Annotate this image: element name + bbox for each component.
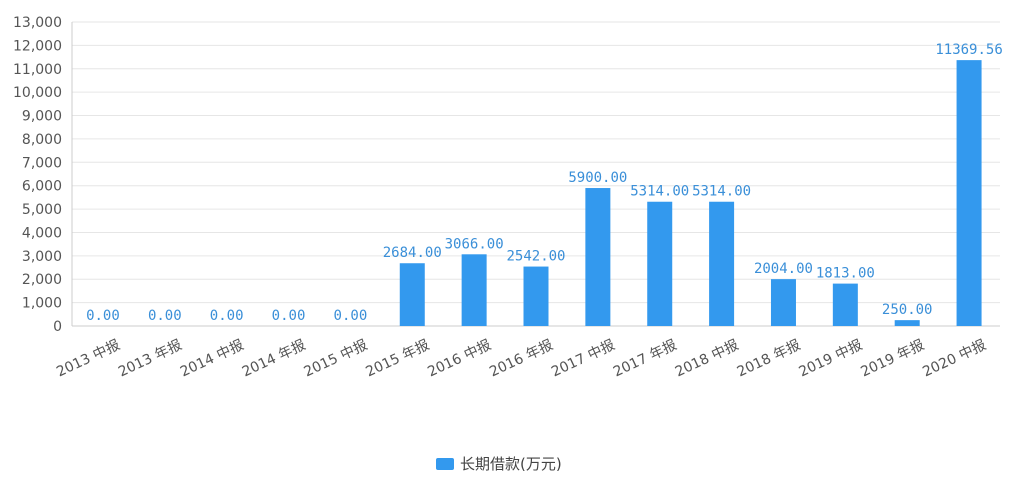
bars: [399, 60, 982, 327]
x-tick-label: 2016 年报: [487, 337, 555, 380]
x-tick-label: 2013 年报: [116, 337, 184, 380]
data-label: 1813.00: [816, 266, 875, 282]
data-label: 0.00: [210, 308, 244, 324]
y-tick-label: 5,000: [22, 202, 62, 218]
x-tick-label: 2014 中报: [178, 337, 246, 380]
bar[interactable]: [956, 60, 982, 327]
y-tick-label: 0: [53, 319, 62, 335]
data-label: 2684.00: [383, 245, 442, 261]
y-tick-label: 12,000: [13, 38, 62, 54]
bar[interactable]: [585, 188, 611, 326]
data-label: 250.00: [882, 302, 933, 318]
y-tick-label: 11,000: [13, 62, 62, 78]
bar[interactable]: [894, 320, 920, 326]
y-tick-label: 7,000: [22, 155, 62, 171]
bar[interactable]: [461, 254, 487, 326]
data-label: 5314.00: [692, 184, 751, 200]
x-tick-label: 2019 年报: [858, 337, 926, 380]
data-label: 0.00: [86, 308, 120, 324]
data-label: 5314.00: [630, 184, 689, 200]
y-tick-label: 13,000: [13, 15, 62, 31]
y-tick-label: 6,000: [22, 179, 62, 195]
x-tick-label: 2018 中报: [673, 337, 741, 380]
data-label: 2542.00: [506, 249, 565, 265]
data-label: 11369.56: [935, 42, 1002, 58]
x-tick-label: 2015 中报: [302, 337, 370, 380]
x-tick-label: 2020 中报: [920, 337, 988, 380]
y-tick-label: 3,000: [22, 249, 62, 265]
x-tick-label: 2019 中报: [797, 337, 865, 380]
bar[interactable]: [770, 279, 796, 326]
data-label: 0.00: [272, 308, 306, 324]
bar-chart: 0 1,000 2,000 3,000 4,000 5,000 6,000 7,000 8,00…: [13, 15, 1003, 380]
x-tick-label: 2017 年报: [611, 337, 679, 380]
data-label: 2004.00: [754, 261, 813, 277]
y-tick-label: 8,000: [22, 132, 62, 148]
bar[interactable]: [523, 266, 549, 326]
x-tick-label: 2017 中报: [549, 337, 617, 380]
x-tick-label: 2018 年报: [735, 337, 803, 380]
bar[interactable]: [832, 283, 858, 326]
data-label: 5900.00: [568, 170, 627, 186]
y-tick-label: 1,000: [22, 296, 62, 312]
y-tick-label: 4,000: [22, 225, 62, 241]
legend-swatch: [436, 457, 454, 470]
y-tick-label: 9,000: [22, 109, 62, 125]
y-axis: 0 1,000 2,000 3,000 4,000 5,000 6,000 7,000 8,00…: [13, 15, 73, 335]
x-tick-label: 2013 中报: [54, 337, 122, 380]
y-tick-label: 2,000: [22, 272, 62, 288]
x-tick-label: 2014 年报: [240, 337, 308, 380]
bar[interactable]: [709, 201, 735, 326]
y-tick-label: 10,000: [13, 85, 62, 101]
legend[interactable]: 长期借款(万元): [436, 453, 562, 474]
bar[interactable]: [399, 263, 425, 326]
bar[interactable]: [647, 201, 673, 326]
data-label: 0.00: [148, 308, 182, 324]
data-label: 3066.00: [445, 236, 504, 252]
x-tick-label: 2015 年报: [363, 337, 431, 380]
x-tick-label: 2016 中报: [425, 337, 493, 380]
data-labels: 0.00 0.00 0.00 0.00 0.00 2684.003066.002542.0…: [86, 42, 1003, 324]
legend-label: 长期借款(万元): [460, 455, 562, 473]
gridlines: [72, 21, 1000, 327]
data-label: 0.00: [334, 308, 368, 324]
